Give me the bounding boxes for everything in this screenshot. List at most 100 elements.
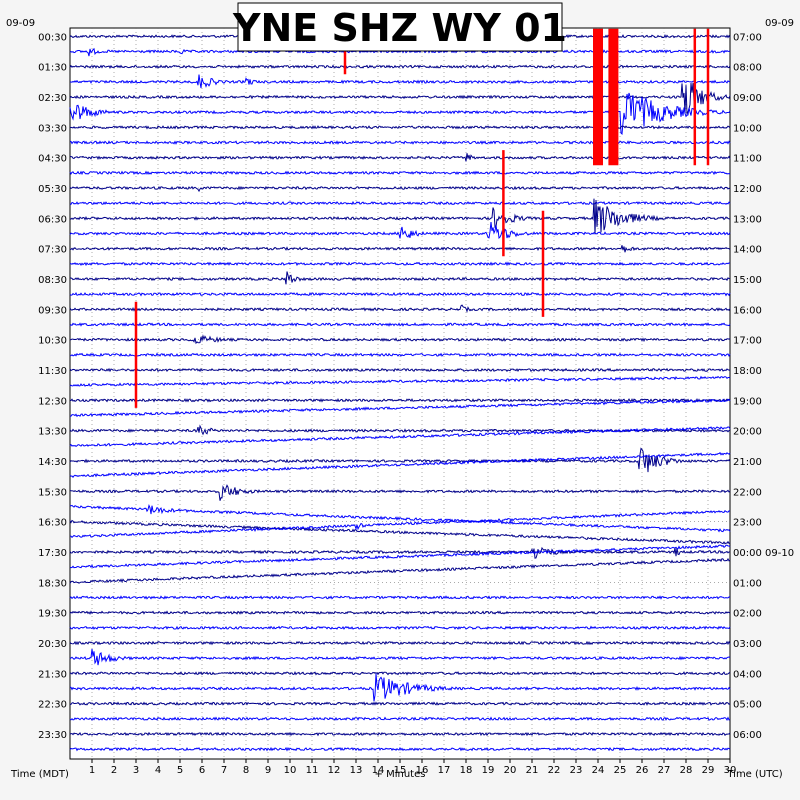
trace-line xyxy=(69,352,731,358)
right-date-label: 09-09 xyxy=(765,18,794,29)
trace-line xyxy=(69,198,731,235)
right-time-label: 05:00 xyxy=(733,700,762,711)
right-time-label: 19:00 xyxy=(733,396,762,407)
trace-line xyxy=(69,648,731,666)
x-tick-label: 23 xyxy=(570,765,583,776)
x-tick-label: 21 xyxy=(526,765,539,776)
x-tick-label: 7 xyxy=(221,765,227,776)
x-tick-label: 26 xyxy=(636,765,649,776)
x-tick-label: 6 xyxy=(199,765,205,776)
trace-line xyxy=(69,397,731,403)
left-time-label: 16:30 xyxy=(38,518,67,529)
left-time-label: 02:30 xyxy=(38,93,67,104)
left-time-label: 15:30 xyxy=(38,487,67,498)
trace-line xyxy=(69,716,731,722)
x-tick-label: 16 xyxy=(416,765,429,776)
x-tick-label: 25 xyxy=(614,765,627,776)
left-time-label: 08:30 xyxy=(38,275,67,286)
trace-line xyxy=(69,82,731,116)
trace-line xyxy=(69,261,731,267)
x-tick-label: 2 xyxy=(111,765,117,776)
left-time-label: 09:30 xyxy=(38,305,67,316)
trace-line xyxy=(70,509,731,539)
x-tick-label: 12 xyxy=(328,765,341,776)
trace-line xyxy=(69,503,731,533)
trace-line xyxy=(69,557,731,584)
right-time-label: 11:00 xyxy=(733,154,762,165)
right-time-label: 01:00 xyxy=(733,578,762,589)
right-time-label: 00:00 09-10 xyxy=(733,548,794,559)
x-tick-label: 1 xyxy=(89,765,95,776)
right-time-label: 23:00 xyxy=(733,518,762,529)
left-time-label: 04:30 xyxy=(38,154,67,165)
x-axis-label: + Minutes xyxy=(375,769,426,780)
right-time-label: 21:00 xyxy=(733,457,762,468)
right-time-label: 02:00 xyxy=(733,609,762,620)
right-time-label: 12:00 xyxy=(733,184,762,195)
x-tick-label: 22 xyxy=(548,765,561,776)
left-time-label: 06:30 xyxy=(38,214,67,225)
right-time-label: 14:00 xyxy=(733,245,762,256)
left-time-label: 14:30 xyxy=(38,457,67,468)
x-tick-label: 18 xyxy=(460,765,473,776)
x-tick-label: 13 xyxy=(350,765,363,776)
trace-line xyxy=(69,222,731,240)
left-date-label: 09-09 xyxy=(6,18,35,29)
trace-line xyxy=(69,424,731,436)
x-tick-label: 9 xyxy=(265,765,271,776)
trace-line xyxy=(69,47,731,57)
trace-line xyxy=(69,640,731,646)
x-tick-label: 24 xyxy=(592,765,605,776)
trace-line xyxy=(69,92,731,135)
right-time-label: 22:00 xyxy=(733,487,762,498)
left-time-label: 22:30 xyxy=(38,700,67,711)
right-axis-label: Time (UTC) xyxy=(726,769,782,780)
x-tick-label: 28 xyxy=(680,765,693,776)
clip-markers xyxy=(134,28,710,408)
x-tick-label: 17 xyxy=(438,765,451,776)
left-time-label: 01:30 xyxy=(38,63,67,74)
left-axis-label: Time (MDT) xyxy=(10,769,69,780)
right-time-label: 16:00 xyxy=(733,305,762,316)
x-tick-label: 3 xyxy=(133,765,139,776)
x-tick-label: 14 xyxy=(372,765,385,776)
x-tick-label: 15 xyxy=(394,765,407,776)
right-time-label: 09:00 xyxy=(733,93,762,104)
trace-line xyxy=(69,140,731,145)
left-time-label: 21:30 xyxy=(38,669,67,680)
trace-line xyxy=(69,185,731,193)
left-time-label: 00:30 xyxy=(38,32,67,43)
right-time-label: 03:00 xyxy=(733,639,762,650)
trace-line xyxy=(69,673,731,702)
trace-line xyxy=(69,544,731,569)
left-time-label: 12:30 xyxy=(38,396,67,407)
trace-line xyxy=(69,447,731,473)
title-box xyxy=(237,2,563,52)
right-time-label: 10:00 xyxy=(733,123,762,134)
left-time-label: 19:30 xyxy=(38,609,67,620)
right-time-label: 06:00 xyxy=(733,730,762,741)
x-tick-label: 30 xyxy=(724,765,737,776)
x-tick-label: 5 xyxy=(177,765,183,776)
left-time-label: 18:30 xyxy=(38,578,67,589)
trace-line xyxy=(69,484,731,501)
right-time-label: 15:00 xyxy=(733,275,762,286)
trace-line xyxy=(69,125,731,130)
left-time-label: 13:30 xyxy=(38,427,67,438)
trace-line xyxy=(69,200,731,206)
trace-line xyxy=(69,304,731,313)
right-time-label: 08:00 xyxy=(733,63,762,74)
x-ticks: 1 2 3 4 5 6 7 8 9 10 11 12 13 14 15 16 17 18 19 20 21 22 23 24 2… xyxy=(89,759,737,776)
left-time-label: 20:30 xyxy=(38,639,67,650)
trace-line xyxy=(69,519,731,545)
left-time-label: 05:30 xyxy=(38,184,67,195)
trace-line xyxy=(69,398,731,418)
trace-line xyxy=(69,291,731,297)
trace-line xyxy=(69,610,731,615)
trace-line xyxy=(69,64,731,70)
trace-line xyxy=(69,322,731,327)
right-time-label: 13:00 xyxy=(733,214,762,225)
clip-block xyxy=(593,28,603,166)
x-tick-label: 19 xyxy=(482,765,495,776)
x-tick-label: 11 xyxy=(306,765,319,776)
